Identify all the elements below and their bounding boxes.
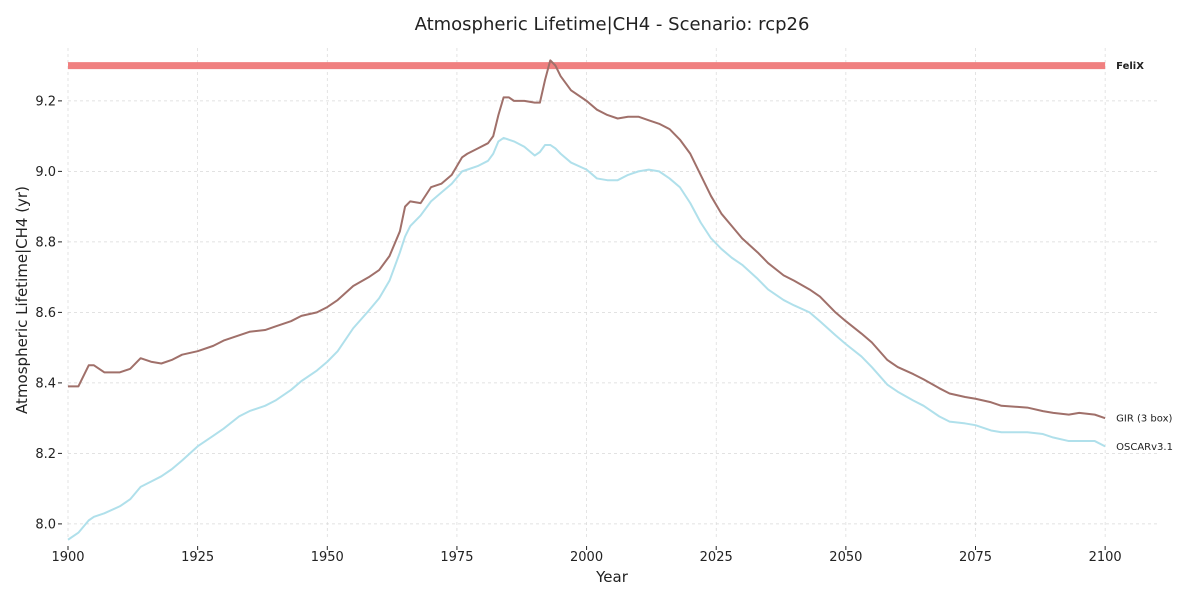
series-label-oscarv3-1: OSCARv3.1 xyxy=(1116,442,1173,453)
series-line-gir-3-box xyxy=(68,59,1106,420)
grid xyxy=(67,48,1157,538)
x-axis: 1900 1925 1950 1975 2000 2025 2050 2075 2100 xyxy=(51,546,1122,565)
x-tick-label: 2100 xyxy=(1089,550,1122,565)
y-tick-label: 8.2 xyxy=(35,447,56,462)
x-tick-label: 1950 xyxy=(311,550,344,565)
y-tick-label: 8.8 xyxy=(35,235,56,250)
x-tick-label: 1900 xyxy=(51,550,84,565)
x-tick-label: 2050 xyxy=(829,550,862,565)
x-tick-label: 2025 xyxy=(700,550,733,565)
series-label-felix: FeliX xyxy=(1116,61,1144,72)
series-labels: FeliX GIR (3 box) OSCARv3.1 xyxy=(1116,61,1173,453)
series-label-gir-3-box: GIR (3 box) xyxy=(1116,414,1172,425)
y-axis: 8.0 8.2 8.4 8.6 8.8 9.0 9.2 xyxy=(35,94,62,532)
y-tick-label: 9.0 xyxy=(35,165,56,180)
chart-title: Atmospheric Lifetime|CH4 - Scenario: rcp… xyxy=(415,14,810,35)
y-tick-label: 8.4 xyxy=(35,376,56,391)
y-tick-label: 9.2 xyxy=(35,94,56,109)
series-line-oscarv3-1 xyxy=(67,136,1106,541)
x-tick-label: 1925 xyxy=(181,550,214,565)
x-tick-label: 2075 xyxy=(959,550,992,565)
y-axis-label: Atmospheric Lifetime|CH4 (yr) xyxy=(13,186,31,414)
x-tick-label: 2000 xyxy=(570,550,603,565)
x-tick-label: 1975 xyxy=(440,550,473,565)
x-axis-label: Year xyxy=(595,568,629,586)
series-lines xyxy=(67,59,1106,541)
y-tick-label: 8.6 xyxy=(35,306,56,321)
y-tick-label: 8.0 xyxy=(35,517,56,532)
